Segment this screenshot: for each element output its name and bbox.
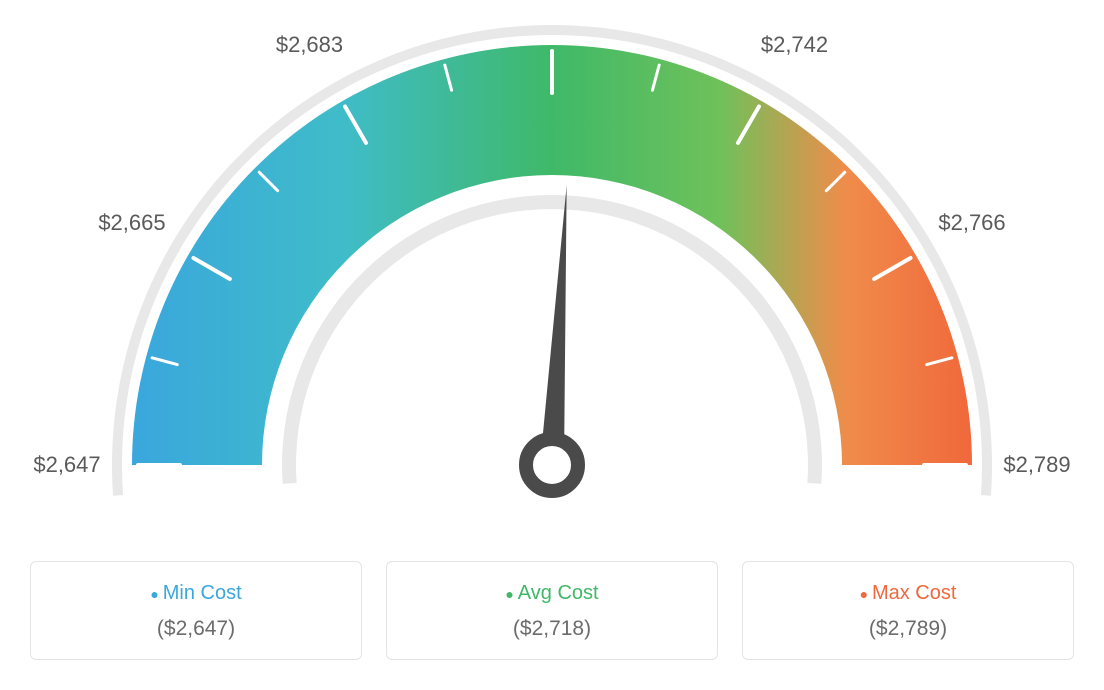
chart-container: $2,647$2,665$2,683$2,718$2,742$2,766$2,7… (0, 0, 1104, 690)
tick-label: $2,683 (276, 32, 343, 58)
tick-label: $2,647 (33, 452, 100, 478)
tick-label: $2,665 (98, 210, 165, 236)
legend-value: ($2,789) (753, 617, 1063, 641)
legend-card: Max Cost ($2,789) (742, 561, 1074, 660)
tick-label: $2,789 (1003, 452, 1070, 478)
legend-value: ($2,647) (41, 617, 351, 641)
legend-row: Min Cost ($2,647) Avg Cost ($2,718) Max Cost… (0, 561, 1104, 660)
tick-label: $2,742 (761, 32, 828, 58)
legend-card: Min Cost ($2,647) (30, 561, 362, 660)
legend-card: Avg Cost ($2,718) (386, 561, 718, 660)
legend-label: Max Cost (753, 582, 1063, 605)
gauge-svg (0, 0, 1104, 545)
needle-hub (526, 439, 578, 491)
legend-label: Avg Cost (397, 582, 707, 605)
legend-label: Min Cost (41, 582, 351, 605)
legend-value: ($2,718) (397, 617, 707, 641)
tick-label: $2,766 (938, 210, 1005, 236)
gauge-needle (540, 185, 567, 465)
gauge-area: $2,647$2,665$2,683$2,718$2,742$2,766$2,7… (0, 0, 1104, 530)
